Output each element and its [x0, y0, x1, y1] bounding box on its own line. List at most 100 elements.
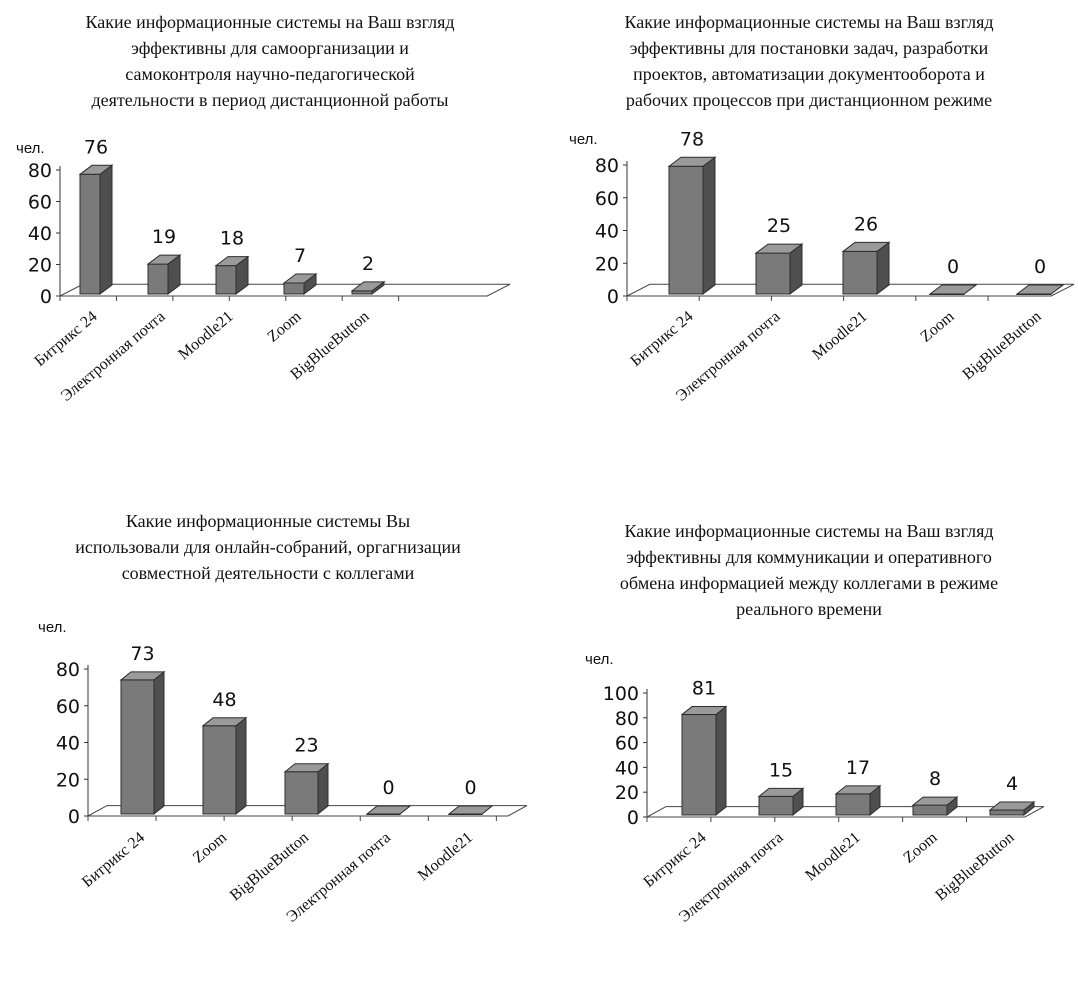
bar-top	[680, 706, 728, 716]
y-axis-label: чел.	[16, 140, 45, 157]
title-line: эффективны для самоорганизации и	[131, 38, 409, 58]
title-line: обмена информацией между коллегами в реж…	[620, 573, 998, 593]
bar	[283, 762, 330, 816]
x-tick-label: Zoom	[900, 829, 941, 867]
bar-value-label: 0	[947, 256, 959, 278]
bar	[667, 156, 717, 295]
bar-value-label: 19	[152, 226, 176, 248]
bar-value-label: 7	[294, 245, 306, 267]
bar-value-label: 0	[382, 777, 394, 799]
bar-front	[912, 804, 948, 816]
bar-side	[235, 716, 247, 816]
bar-front	[215, 265, 237, 295]
bar-top	[350, 281, 386, 292]
bar-value-label: 0	[1034, 256, 1046, 278]
bar	[1015, 284, 1065, 295]
title-line: эффективны для постановки задач, разрабо…	[630, 38, 989, 58]
y-tick-label: 60	[28, 192, 52, 214]
chart-floor	[646, 806, 1045, 818]
y-tick-label: 100	[603, 683, 639, 705]
title-line: Какие информационные системы Вы	[126, 511, 410, 531]
bar	[282, 272, 318, 295]
y-tick-label: 0	[68, 806, 80, 828]
y-tick-label: 80	[28, 160, 52, 182]
title-line: деятельности в период дистанционной рабо…	[92, 90, 449, 110]
bar-value-label: 4	[1006, 773, 1018, 795]
chart-3: Какие информационные системы Вы использов…	[38, 511, 528, 926]
bar-top	[754, 243, 804, 254]
bar-front	[120, 679, 155, 815]
bar-value-label: 15	[769, 759, 793, 781]
bar-value-label: 2	[362, 253, 374, 275]
chart-panel-3: Какие информационные системы Вы использов…	[0, 493, 539, 986]
bar-front	[835, 793, 871, 816]
bar-value-label: 17	[846, 757, 870, 779]
bar-side	[715, 705, 727, 817]
x-tick-label: BigBlueButton	[932, 829, 1017, 904]
bar	[447, 805, 494, 815]
bar-front	[283, 282, 305, 295]
bar	[680, 705, 728, 817]
y-tick-label: 80	[595, 155, 619, 177]
bar-value-label: 48	[212, 689, 236, 711]
bar-top	[119, 671, 166, 681]
bar	[834, 784, 882, 817]
chart-floor	[87, 805, 528, 817]
bar	[754, 243, 804, 295]
y-tick-label: 60	[595, 188, 619, 210]
chart-title: Какие информационные системы на Ваш взгл…	[85, 12, 454, 110]
x-tick-marks	[646, 817, 968, 822]
chart-panel-2: Какие информационные системы на Ваш взгл…	[539, 0, 1078, 493]
y-tick-label: 60	[56, 696, 80, 718]
x-tick-label: Moodle21	[809, 308, 870, 363]
x-tick-label: Битрикс 24	[31, 308, 100, 370]
bar	[841, 241, 891, 295]
y-axis-label: чел.	[585, 651, 614, 668]
bar-value-label: 76	[84, 136, 108, 158]
bar	[911, 796, 959, 817]
y-tick-label: 0	[607, 286, 619, 308]
bar-value-label: 73	[130, 643, 154, 665]
y-tick-label: 40	[615, 757, 639, 779]
bar-top	[928, 284, 978, 295]
x-tick-label: Moodle21	[802, 829, 863, 884]
bar	[146, 254, 182, 295]
bar-value-label: 81	[692, 678, 716, 700]
bar	[214, 255, 250, 295]
y-axis-label: чел.	[569, 131, 598, 148]
bar-front	[989, 809, 1025, 816]
bar-value-label: 23	[294, 735, 318, 757]
bar-top	[911, 796, 959, 806]
x-tick-label: Битрикс 24	[627, 308, 696, 370]
x-tick-label: BigBlueButton	[959, 308, 1044, 383]
y-tick-label: 80	[56, 659, 80, 681]
x-tick-marks	[59, 296, 400, 301]
bar-front	[668, 165, 704, 295]
title-line: рабочих процессов при дистанционном режи…	[626, 90, 992, 110]
bar-top	[365, 805, 412, 815]
bar	[928, 284, 978, 295]
bar-top	[841, 241, 891, 252]
x-tick-label: Zoom	[190, 829, 231, 867]
x-tick-label: Moodle21	[175, 308, 236, 363]
y-tick-label: 20	[56, 769, 80, 791]
x-tick-label: Moodle21	[415, 829, 476, 884]
bar-value-label: 78	[680, 128, 704, 150]
bar-front	[284, 771, 319, 815]
chart-panel-4: Какие информационные системы на Ваш взгл…	[539, 493, 1078, 986]
bar-side	[99, 164, 113, 295]
title-line: реального времени	[736, 599, 882, 619]
x-tick-label: BigBlueButton	[227, 829, 312, 904]
y-tick-label: 40	[56, 733, 80, 755]
bar-value-label: 25	[767, 215, 791, 237]
y-tick-label: 40	[595, 221, 619, 243]
bar-front	[681, 714, 717, 816]
bar-front	[202, 725, 237, 815]
x-tick-marks	[626, 296, 989, 301]
title-line: эффективны для коммуникации и оперативно…	[626, 547, 992, 567]
bar-top	[201, 717, 248, 727]
bar	[350, 280, 386, 295]
bar-front	[79, 173, 101, 295]
bar	[757, 787, 805, 817]
bar-side	[317, 762, 329, 816]
